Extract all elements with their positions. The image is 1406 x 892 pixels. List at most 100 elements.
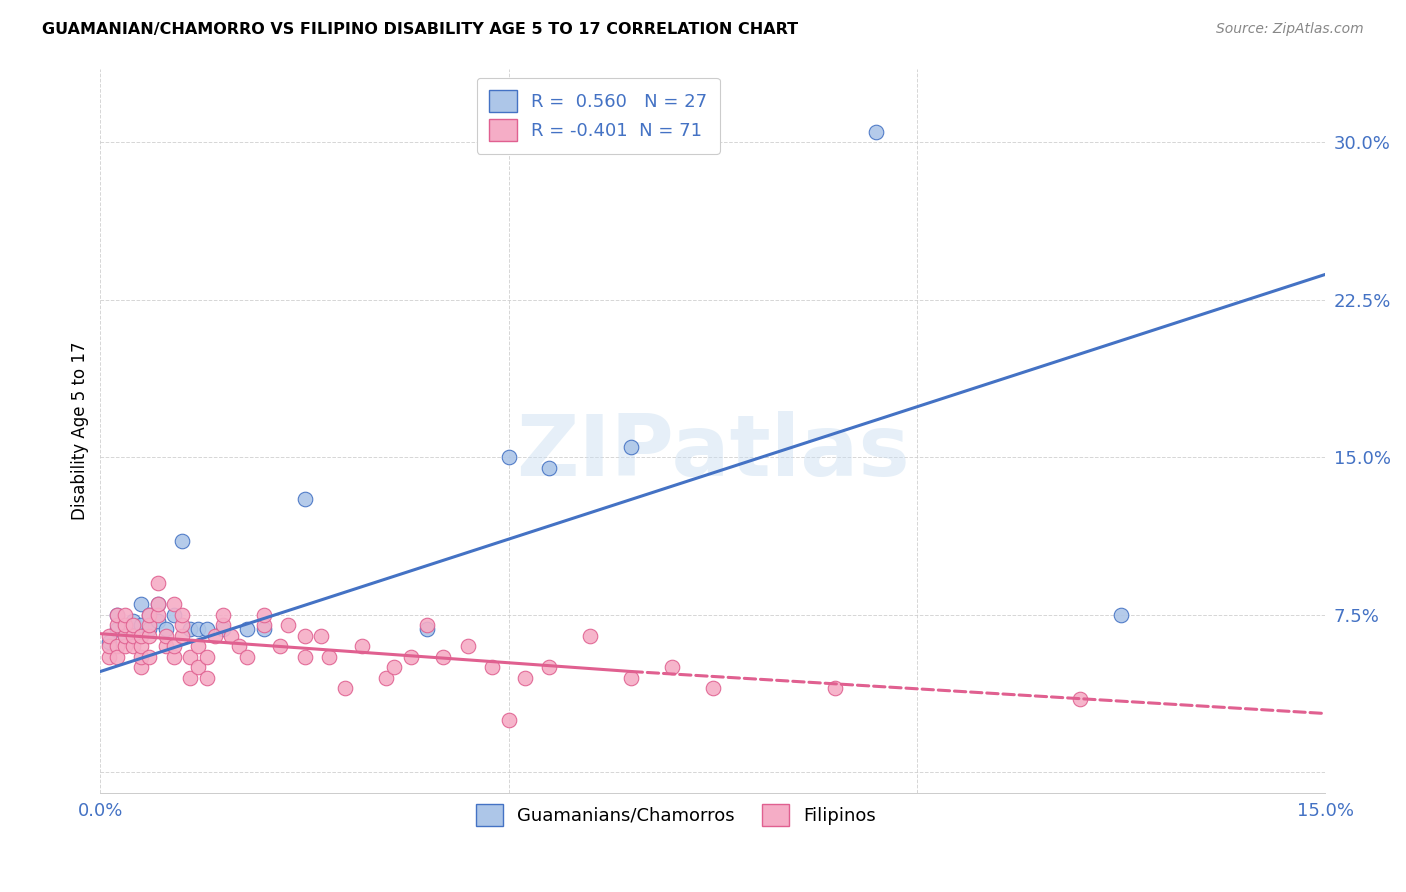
- Point: [269, 640, 291, 654]
- Point: [163, 607, 186, 622]
- Point: [382, 660, 405, 674]
- Point: [309, 629, 332, 643]
- Point: [97, 640, 120, 654]
- Point: [204, 629, 226, 643]
- Point: [187, 640, 209, 654]
- Point: [211, 607, 233, 622]
- Point: [105, 607, 128, 622]
- Point: [170, 607, 193, 622]
- Point: [498, 713, 520, 727]
- Point: [865, 124, 887, 138]
- Point: [481, 660, 503, 674]
- Point: [114, 607, 136, 622]
- Point: [122, 618, 145, 632]
- Point: [138, 607, 160, 622]
- Point: [122, 629, 145, 643]
- Point: [228, 640, 250, 654]
- Point: [114, 618, 136, 632]
- Point: [122, 614, 145, 628]
- Point: [513, 671, 536, 685]
- Point: [824, 681, 846, 696]
- Point: [97, 635, 120, 649]
- Point: [498, 450, 520, 465]
- Point: [163, 640, 186, 654]
- Point: [195, 623, 218, 637]
- Point: [211, 618, 233, 632]
- Point: [179, 671, 201, 685]
- Point: [105, 640, 128, 654]
- Point: [105, 618, 128, 632]
- Point: [294, 492, 316, 507]
- Point: [146, 614, 169, 628]
- Point: [146, 576, 169, 591]
- Point: [432, 649, 454, 664]
- Point: [105, 649, 128, 664]
- Point: [138, 618, 160, 632]
- Point: [146, 607, 169, 622]
- Point: [138, 607, 160, 622]
- Legend: Guamanians/Chamorros, Filipinos: Guamanians/Chamorros, Filipinos: [467, 795, 886, 835]
- Point: [457, 640, 479, 654]
- Point: [538, 460, 561, 475]
- Point: [114, 640, 136, 654]
- Point: [195, 649, 218, 664]
- Point: [170, 629, 193, 643]
- Point: [138, 629, 160, 643]
- Point: [253, 607, 276, 622]
- Point: [416, 623, 439, 637]
- Point: [187, 623, 209, 637]
- Point: [187, 660, 209, 674]
- Point: [129, 629, 152, 643]
- Point: [236, 649, 259, 664]
- Text: ZIPatlas: ZIPatlas: [516, 411, 910, 494]
- Point: [277, 618, 299, 632]
- Point: [97, 629, 120, 643]
- Point: [146, 597, 169, 611]
- Point: [138, 649, 160, 664]
- Point: [155, 629, 177, 643]
- Point: [155, 640, 177, 654]
- Point: [236, 623, 259, 637]
- Y-axis label: Disability Age 5 to 17: Disability Age 5 to 17: [72, 342, 89, 520]
- Point: [129, 597, 152, 611]
- Point: [399, 649, 422, 664]
- Point: [105, 607, 128, 622]
- Text: GUAMANIAN/CHAMORRO VS FILIPINO DISABILITY AGE 5 TO 17 CORRELATION CHART: GUAMANIAN/CHAMORRO VS FILIPINO DISABILIT…: [42, 22, 799, 37]
- Point: [253, 618, 276, 632]
- Point: [129, 660, 152, 674]
- Point: [170, 534, 193, 549]
- Point: [179, 649, 201, 664]
- Point: [219, 629, 242, 643]
- Point: [114, 629, 136, 643]
- Point: [97, 649, 120, 664]
- Point: [179, 623, 201, 637]
- Point: [1109, 607, 1132, 622]
- Point: [294, 649, 316, 664]
- Point: [129, 649, 152, 664]
- Point: [318, 649, 340, 664]
- Point: [105, 623, 128, 637]
- Point: [122, 640, 145, 654]
- Point: [195, 671, 218, 685]
- Point: [350, 640, 373, 654]
- Point: [1069, 691, 1091, 706]
- Point: [129, 640, 152, 654]
- Point: [375, 671, 398, 685]
- Point: [335, 681, 357, 696]
- Point: [538, 660, 561, 674]
- Point: [155, 623, 177, 637]
- Point: [579, 629, 602, 643]
- Point: [416, 618, 439, 632]
- Point: [661, 660, 683, 674]
- Point: [620, 671, 643, 685]
- Point: [129, 618, 152, 632]
- Point: [294, 629, 316, 643]
- Point: [138, 623, 160, 637]
- Point: [163, 597, 186, 611]
- Point: [620, 440, 643, 454]
- Point: [702, 681, 724, 696]
- Point: [146, 597, 169, 611]
- Point: [211, 623, 233, 637]
- Point: [170, 618, 193, 632]
- Point: [253, 623, 276, 637]
